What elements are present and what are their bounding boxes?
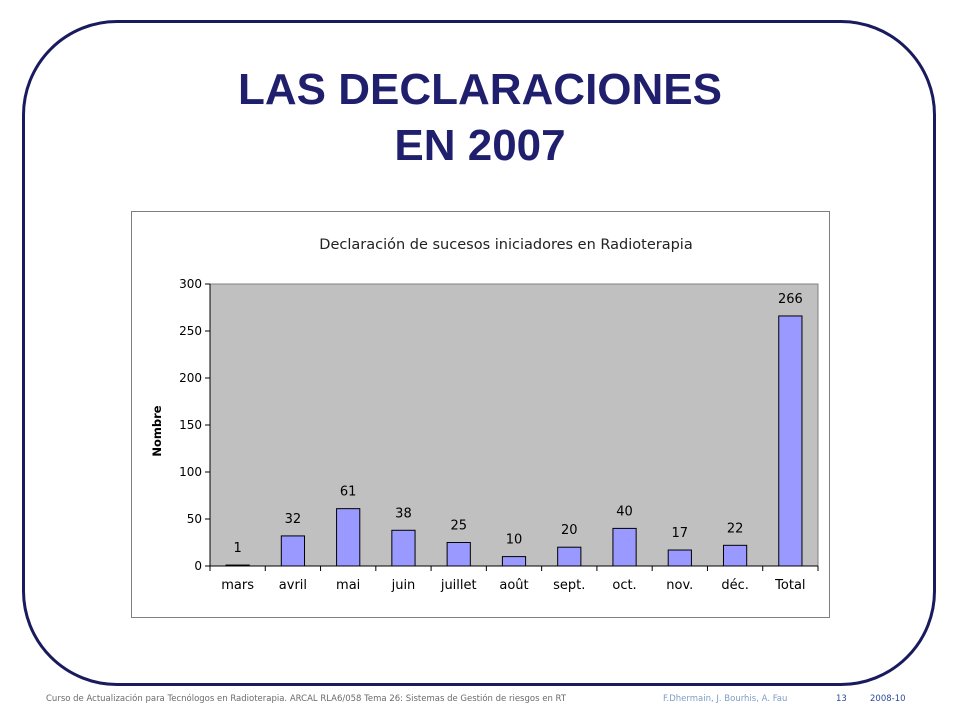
bar: [612, 527, 637, 567]
footer-course-info: Curso de Actualización para Tecnólogos e…: [46, 694, 567, 704]
bar-data-label: 38: [395, 506, 412, 521]
x-tick-label: août: [499, 578, 528, 593]
y-tick-label: 250: [179, 324, 202, 338]
bar: [722, 544, 748, 567]
bar-data-label: 20: [561, 523, 578, 538]
bar-data-label: 17: [672, 526, 689, 541]
y-tick-label: 100: [179, 465, 202, 479]
footer-page-number: 13: [836, 694, 847, 704]
bar: [778, 315, 803, 567]
bar: [557, 546, 582, 567]
x-tick-label: juillet: [440, 578, 477, 593]
plot-area: [209, 283, 819, 567]
bar-data-label: 40: [616, 504, 633, 519]
y-tick-label: 200: [179, 371, 202, 385]
bar: [446, 542, 471, 567]
bar: [225, 564, 250, 567]
bar-data-label: 22: [727, 521, 744, 536]
bar-data-label: 25: [450, 519, 467, 534]
x-tick-label: avril: [279, 578, 307, 593]
bar-data-label: 32: [285, 512, 302, 527]
slide-title-line-1: LAS DECLARACIONES: [237, 65, 723, 114]
x-tick-label: nov.: [666, 578, 693, 593]
x-tick-label: Total: [774, 578, 805, 593]
y-tick-label: 300: [179, 277, 202, 291]
x-tick-label: mars: [221, 578, 254, 593]
x-tick-label: mai: [336, 578, 360, 593]
bar-data-label: 61: [340, 485, 357, 500]
y-tick-label: 150: [179, 418, 202, 432]
x-tick-label: oct.: [612, 578, 636, 593]
bar-chart: Declaración de sucesos iniciadores en Ra…: [150, 237, 819, 593]
y-tick-label: 50: [187, 512, 202, 526]
bar: [280, 535, 306, 567]
bar: [336, 508, 361, 567]
chart-title: Declaración de sucesos iniciadores en Ra…: [319, 237, 692, 253]
x-tick-label: déc.: [721, 578, 749, 593]
y-tick-label: 0: [194, 559, 202, 573]
chart-container: Declaración de sucesos iniciadores en Ra…: [131, 211, 830, 618]
bar: [391, 529, 416, 567]
x-tick-label: juin: [391, 578, 416, 593]
bar-data-label: 266: [778, 292, 803, 307]
x-tick-label: sept.: [553, 578, 585, 593]
bar: [501, 556, 527, 567]
bar: [667, 549, 692, 567]
bar-data-label: 1: [233, 541, 241, 556]
footer-date: 2008-10: [870, 694, 906, 704]
slide-title-line-2: EN 2007: [394, 121, 566, 170]
bar-data-label: 10: [506, 533, 523, 548]
footer-authors: F.Dhermain, J. Bourhis, A. Fau: [663, 694, 788, 704]
y-axis-label: Nombre: [150, 405, 164, 456]
